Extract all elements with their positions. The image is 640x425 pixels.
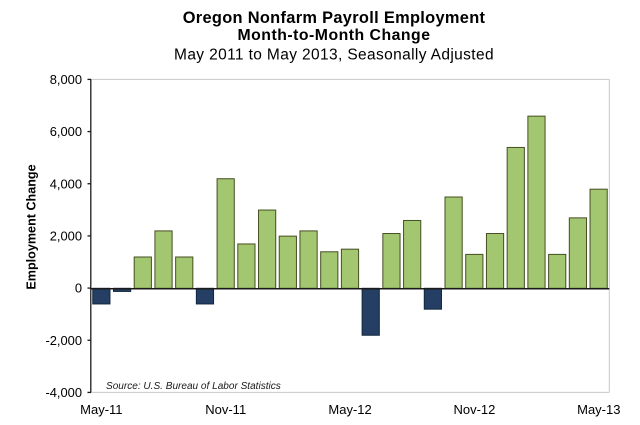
svg-text:Nov-11: Nov-11: [205, 402, 246, 417]
svg-text:Oregon Nonfarm Payroll Employm: Oregon Nonfarm Payroll Employment: [183, 9, 486, 27]
svg-text:May-12: May-12: [328, 402, 371, 417]
svg-text:4,000: 4,000: [50, 176, 82, 191]
svg-text:8,000: 8,000: [50, 72, 82, 87]
svg-text:6,000: 6,000: [50, 124, 82, 139]
svg-text:Month-to-Month Change: Month-to-Month Change: [238, 27, 431, 44]
svg-text:Nov-12: Nov-12: [453, 402, 495, 417]
svg-text:-2,000: -2,000: [45, 333, 82, 348]
svg-text:Source: U.S. Bureau of Labor S: Source: U.S. Bureau of Labor Statistics: [106, 381, 281, 392]
svg-text:Employment Change: Employment Change: [25, 164, 39, 289]
svg-text:2,000: 2,000: [50, 229, 82, 244]
svg-text:May 2011 to May 2013, Seasonal: May 2011 to May 2013, Seasonally Adjuste…: [174, 47, 494, 64]
svg-text:May-13: May-13: [577, 402, 620, 417]
svg-text:0: 0: [75, 281, 82, 296]
svg-text:-4,000: -4,000: [45, 385, 82, 400]
svg-text:May-11: May-11: [80, 402, 122, 417]
